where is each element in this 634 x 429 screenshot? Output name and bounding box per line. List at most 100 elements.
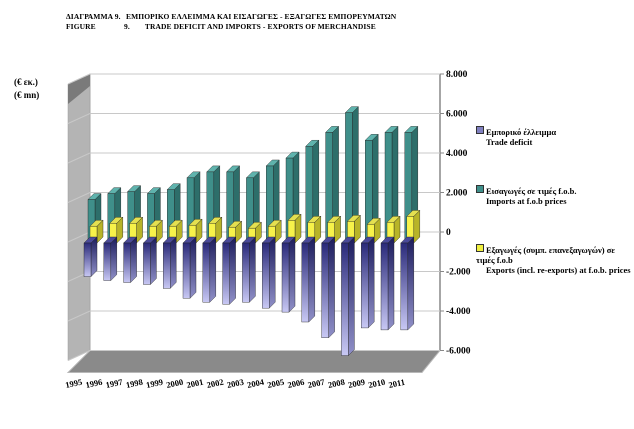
x-tick-label: 1995 (64, 377, 83, 390)
x-tick-label: 2011 (388, 377, 406, 390)
legend-item-trade-deficit: Εμπορικό έλλειμμα Trade deficit (476, 126, 556, 147)
gridline-side (67, 350, 91, 361)
unit-label-english: (€ mn) (14, 90, 40, 100)
bar-exports (307, 215, 322, 244)
legend-label-english: Trade deficit (486, 137, 533, 147)
bar-trade-deficit (182, 236, 197, 299)
legend-item-exports: Εξαγωγές (συμπ. επανεξαγωγών) σε τιμές f… (476, 244, 634, 275)
x-tick-label: 1996 (85, 377, 104, 390)
x-tick-label: 2009 (347, 377, 366, 390)
bar-trade-deficit-side (328, 236, 335, 339)
bar-trade-deficit (83, 236, 98, 278)
x-tick-label: 2006 (287, 377, 306, 390)
x-tick-label: 2004 (246, 376, 265, 389)
bar-trade-deficit-front (242, 242, 250, 303)
x-tick-label: 1997 (105, 376, 124, 389)
unit-label-greek: (€ εκ.) (14, 77, 38, 87)
legend-label-greek: Εμπορικό έλλειμμα (486, 127, 557, 137)
bar-trade-deficit-side (209, 236, 217, 303)
figure-number: 9. (124, 22, 130, 31)
bar-trade-deficit-side (269, 236, 276, 309)
y-tick-label: 0 (446, 228, 451, 238)
bar-trade-deficit (103, 236, 118, 282)
bar-trade-deficit-front (162, 242, 171, 289)
bar-trade-deficit-front (301, 242, 309, 323)
bar-trade-deficit-side (348, 236, 355, 357)
figure-title-greek-text: ΕΜΠΟΡΙΚΟ ΕΛΛΕΙΜΜΑ ΚΑΙ ΕΙΣΑΓΩΓΕΣ - ΕΞΑΓΩΓ… (125, 12, 397, 21)
bar-trade-deficit (321, 236, 336, 339)
bar-trade-deficit (360, 236, 375, 329)
bar-trade-deficit-front (103, 242, 112, 281)
bar-exports (346, 214, 361, 244)
figure-title-english-text: TRADE DEFICIT AND IMPORTS - EXPORTS OF M… (144, 22, 376, 31)
bars (83, 106, 421, 357)
bar-trade-deficit (222, 236, 237, 305)
legend-label-greek: Εισαγωγές σε τιμές f.o.b. (486, 186, 577, 196)
legend-label-english: Exports (incl. re-exports) at f.o.b. pri… (486, 265, 631, 275)
legend-swatch-exports (476, 244, 484, 252)
legend-swatch-imports (476, 185, 484, 193)
y-tick-label: -4.000 (446, 307, 471, 317)
x-tick-label: 1998 (125, 377, 144, 390)
figure-title-greek: ΔΙΑΓΡΑΜΜΑ 9. ΕΜΠΟΡΙΚΟ ΕΛΛΕΙΜΜΑ ΚΑΙ ΕΙΣΑΓ… (66, 12, 396, 21)
y-tick-label: -2.000 (446, 268, 471, 278)
bar-trade-deficit (400, 236, 415, 331)
bar-trade-deficit-front (143, 242, 151, 285)
x-tick-label: 2003 (226, 377, 245, 390)
bar-trade-deficit-front (321, 242, 329, 339)
x-tick-label: 2007 (307, 376, 326, 389)
bar-trade-deficit-front (83, 242, 92, 277)
legend-label-greek: Εξαγωγές (συμπ. επανεξαγωγών) σε τιμές f… (476, 245, 615, 265)
bar-exports (327, 215, 342, 244)
bar-trade-deficit (162, 236, 177, 289)
bar-trade-deficit (340, 236, 355, 357)
gridline-side (67, 113, 91, 124)
bar-trade-deficit-side (150, 236, 157, 285)
gridline-side (67, 152, 91, 164)
bar-trade-deficit-side (229, 236, 236, 305)
x-tick-label: 2005 (266, 377, 285, 390)
bar-trade-deficit-side (249, 236, 256, 303)
x-tick-label: 2001 (186, 377, 205, 390)
gridline-side (67, 73, 91, 85)
bar-exports (406, 209, 421, 244)
bar-imports (325, 125, 340, 244)
bar-trade-deficit-side (90, 236, 98, 278)
bar-exports (267, 219, 282, 244)
x-tick-label: 1999 (145, 377, 164, 390)
side-wall (67, 73, 91, 361)
figure-label-greek: ΔΙΑΓΡΑΜΜΑ 9. (66, 12, 121, 21)
legend-swatch-trade-deficit (476, 126, 484, 134)
bar-trade-deficit (241, 236, 256, 303)
bar-trade-deficit (261, 236, 276, 309)
bar-trade-deficit-front (182, 242, 191, 299)
bar-exports (208, 216, 223, 244)
bar-imports (364, 133, 379, 244)
gridline-side (67, 231, 91, 243)
x-tick-label: 2000 (165, 377, 184, 390)
bar-trade-deficit-side (407, 236, 414, 331)
bar-trade-deficit-side (288, 236, 296, 313)
gridline-side (67, 310, 91, 322)
bar-exports (89, 219, 104, 244)
bar-trade-deficit-side (110, 236, 118, 282)
bar-exports (228, 220, 243, 244)
bar-trade-deficit-front (123, 242, 131, 283)
bar-exports (287, 213, 302, 244)
bar-trade-deficit-side (130, 236, 137, 283)
bar-exports (188, 218, 203, 244)
legend-label-english: Imports at f.o.b prices (486, 196, 567, 206)
y-axis: 8.000 6.000 4.000 2.000 0 -2.000 -4.000 -6.000 (446, 70, 471, 357)
bar-trade-deficit-side (169, 236, 177, 289)
x-axis: 1995 1996 1997 1998 1999 2000 2001 2002 2003 2004… (64, 376, 405, 389)
y-tick-label: -6.000 (446, 347, 471, 357)
floor (66, 350, 442, 373)
x-tick-label: 2010 (367, 377, 386, 390)
bar-trade-deficit-side (189, 236, 197, 299)
bar-trade-deficit-front (262, 242, 270, 309)
bar-trade-deficit-front (341, 242, 349, 356)
bar-trade-deficit-front (202, 242, 211, 303)
bar-trade-deficit (202, 236, 217, 303)
bar-trade-deficit (380, 236, 395, 331)
